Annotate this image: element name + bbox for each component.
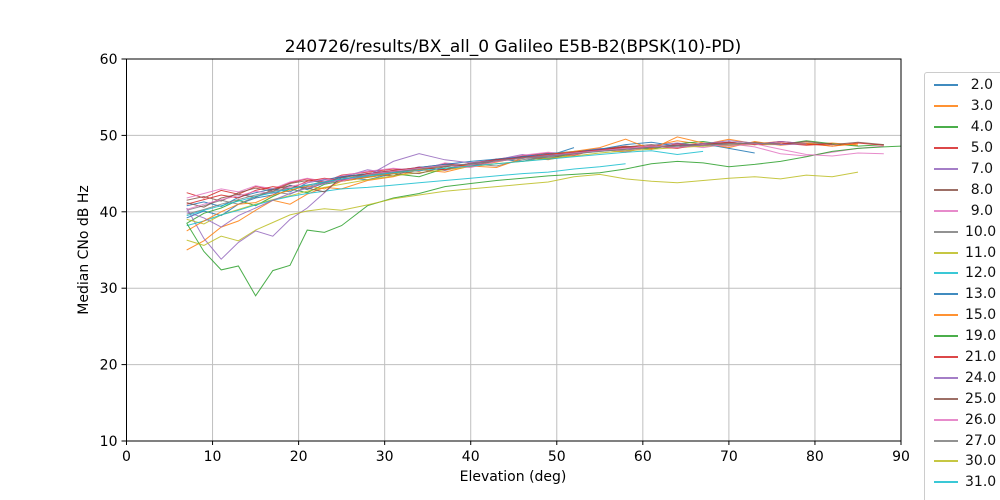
legend-item: 31.0 [925,472,1000,493]
x-tick-label: 90 [892,449,910,465]
legend-line-sample [934,418,958,421]
legend-line-sample [934,147,958,150]
legend-item: 2.0 [925,75,1000,96]
legend-item: 19.0 [925,326,1000,347]
legend-label: 11.0 [965,244,997,261]
legend-item: 7.0 [925,159,1000,180]
legend-item: 21.0 [925,347,1000,368]
legend-label: 2.0 [970,77,993,94]
legend-line-sample [934,397,958,400]
legend-item: 25.0 [925,388,1000,409]
grid [126,58,902,442]
legend-label: 30.0 [965,453,997,470]
data-line [186,143,884,210]
legend-item: 30.0 [925,451,1000,472]
legend-label: 10.0 [965,223,997,240]
data-line [186,145,902,297]
y-tick-label: 50 [100,128,118,144]
y-tick-label: 20 [100,358,118,374]
legend-label: 3.0 [970,98,993,115]
legend-item: 26.0 [925,409,1000,430]
legend-item: 27.0 [925,430,1000,451]
legend-line-sample [934,481,958,484]
legend-item: 9.0 [925,200,1000,221]
chart-title: 240726/results/BX_all_0 Galileo E5B-B2(B… [285,37,741,57]
legend-item: 24.0 [925,367,1000,388]
legend-label: 15.0 [965,307,997,324]
legend-label: 24.0 [965,369,997,386]
x-tick-label: 70 [720,449,738,465]
x-tick-label: 80 [806,449,824,465]
x-tick-label: 50 [548,449,566,465]
legend-line-sample [934,168,958,170]
legend-item: 4.0 [925,117,1000,138]
data-line [186,171,859,246]
legend: 2.0 3.0 4.0 5.0 7.0 8.0 9.0 10.0 11.0 12.0 13.0 15.… [924,72,1000,500]
legend-line-sample [934,460,958,463]
legend-label: 4.0 [970,119,993,136]
data-line [186,142,833,211]
legend-label: 25.0 [965,390,997,407]
legend-label: 21.0 [965,349,997,366]
y-axis-label: Median CNo dB Hz [76,185,92,314]
legend-item: 11.0 [925,242,1000,263]
y-tick-label: 60 [100,52,118,68]
x-tick-label: 30 [376,449,394,465]
data-line [186,150,704,217]
series-lines [186,136,902,297]
legend-item: 10.0 [925,221,1000,242]
y-tick-label: 30 [100,281,118,297]
x-tick-label: 60 [634,449,652,465]
x-tick-label: 10 [204,449,222,465]
legend-line-sample [934,188,958,191]
legend-label: 13.0 [965,286,997,303]
y-tick-label: 10 [100,434,118,450]
x-tick-label: 40 [462,449,480,465]
data-line [186,141,833,205]
data-line [186,142,781,215]
legend-label: 12.0 [965,265,997,282]
legend-line-sample [934,209,958,212]
x-tick-label: 20 [290,449,308,465]
x-tick-label: 0 [122,449,131,465]
y-tick-label: 40 [100,205,118,221]
legend-label: 27.0 [965,432,997,449]
data-line [186,140,807,228]
legend-line-sample [934,356,958,359]
data-line [186,163,626,227]
legend-item: 12.0 [925,263,1000,284]
data-line [186,136,859,232]
legend-label: 5.0 [970,140,993,157]
legend-label: 7.0 [970,161,993,177]
legend-line-sample [934,230,958,233]
legend-label: 9.0 [970,202,993,219]
data-line [186,140,884,202]
legend-item: 8.0 [925,179,1000,200]
legend-line-sample [934,105,958,108]
legend-line-sample [934,126,958,129]
x-axis-label: Elevation (deg) [460,469,567,485]
legend-label: 26.0 [965,411,997,428]
legend-label: 31.0 [965,474,997,491]
plot-spines [126,58,902,442]
legend-line-sample [934,314,958,317]
legend-line-sample [934,251,958,254]
legend-item: 15.0 [925,305,1000,326]
legend-line-sample [934,335,958,338]
legend-line-sample [934,376,958,379]
legend-line-sample [934,84,958,87]
legend-line-sample [934,439,958,442]
legend-line-sample [934,293,958,296]
legend-item [925,493,1000,500]
legend-item: 13.0 [925,284,1000,305]
legend-label: 8.0 [970,181,993,198]
legend-label: 19.0 [965,328,997,345]
legend-line-sample [934,272,958,275]
legend-item: 3.0 [925,96,1000,117]
legend-item: 5.0 [925,138,1000,159]
